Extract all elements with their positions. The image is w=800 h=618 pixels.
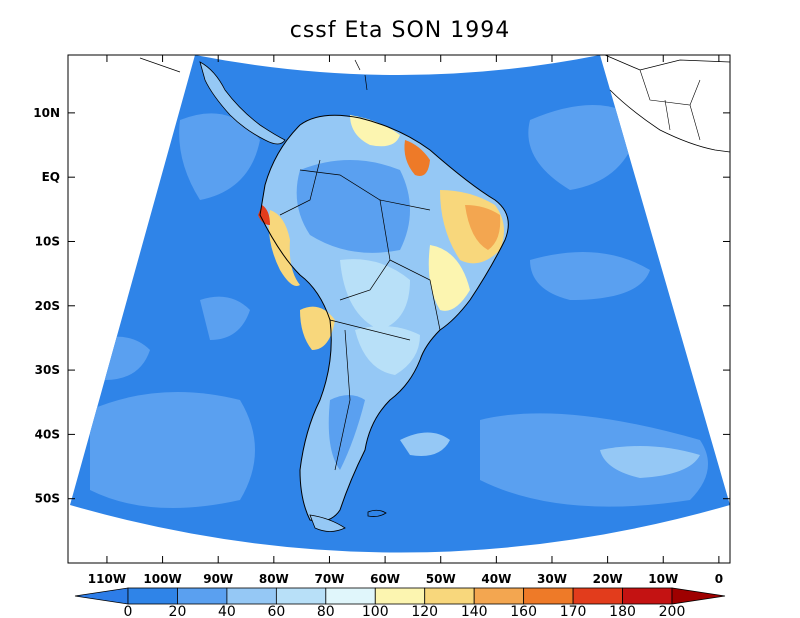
colorbar-label: 0	[124, 604, 133, 618]
lat-label: 30S	[35, 363, 60, 377]
colorbar-box	[325, 587, 376, 605]
colorbar-max-arrow	[671, 587, 726, 605]
colorbar-box	[275, 587, 327, 605]
colorbar-min-arrow	[74, 587, 129, 605]
lon-label: 100W	[143, 572, 181, 586]
latitude-ticks: 10N EQ 10S 20S 30S 40S 50S	[33, 106, 730, 506]
colorbar-box	[523, 587, 574, 605]
caribbean-islands	[139, 57, 368, 91]
lon-label: 90W	[203, 572, 233, 586]
lat-label: 50S	[35, 492, 60, 506]
lon-label: 20W	[593, 572, 623, 586]
africa-borders	[639, 69, 701, 141]
lon-label: 60W	[370, 572, 400, 586]
lon-label: 110W	[88, 572, 126, 586]
colorbar-label: 200	[659, 604, 686, 618]
colorbar-box	[127, 587, 178, 605]
lon-label: 80W	[259, 572, 289, 586]
longitude-ticks: 110W 100W 90W 80W 70W 60W 50W 40W 30W 20W 10W 0	[88, 55, 723, 586]
south-america-land	[258, 114, 509, 522]
central-america-land	[199, 61, 286, 145]
map-title: cssf Eta SON 1994	[289, 18, 511, 43]
colorbar-label: 180	[609, 604, 636, 618]
colorbar-label: 140	[461, 604, 488, 618]
colorbar-label: 40	[218, 604, 236, 618]
colorbar-box	[424, 587, 475, 605]
colorbar-box	[226, 587, 277, 605]
colorbar-box	[177, 587, 228, 605]
colorbar-label: 160	[510, 604, 537, 618]
colorbar-box	[622, 587, 673, 605]
lat-label: 10S	[35, 234, 60, 248]
colorbar-label: 120	[411, 604, 438, 618]
colorbar-box	[374, 587, 426, 605]
lat-label: 10N	[33, 106, 60, 120]
lon-label: 50W	[426, 572, 456, 586]
colorbar	[74, 587, 726, 605]
colorbar-box	[572, 587, 623, 605]
map-frame	[67, 54, 731, 564]
colorbar-label: 170	[560, 604, 587, 618]
colorbar-label: 60	[267, 604, 285, 618]
lon-label: 10W	[648, 572, 678, 586]
lat-label: 40S	[35, 427, 60, 441]
africa-coastline	[604, 54, 731, 153]
colorbar-label: 80	[317, 604, 335, 618]
lat-label: EQ	[42, 170, 60, 184]
lat-label: 20S	[35, 299, 60, 313]
colorbar-label: 100	[362, 604, 389, 618]
lon-label: 40W	[481, 572, 511, 586]
falkland-islands	[367, 509, 387, 517]
lon-label: 30W	[537, 572, 567, 586]
colorbar-box	[473, 587, 525, 605]
lon-label: 0	[715, 572, 723, 586]
tierra-del-fuego	[309, 514, 346, 532]
colorbar-labels: 0 20 40 60 80 100 120 140 160 170 180 200	[124, 604, 686, 618]
lon-label: 70W	[314, 572, 344, 586]
colorbar-label: 20	[169, 604, 187, 618]
